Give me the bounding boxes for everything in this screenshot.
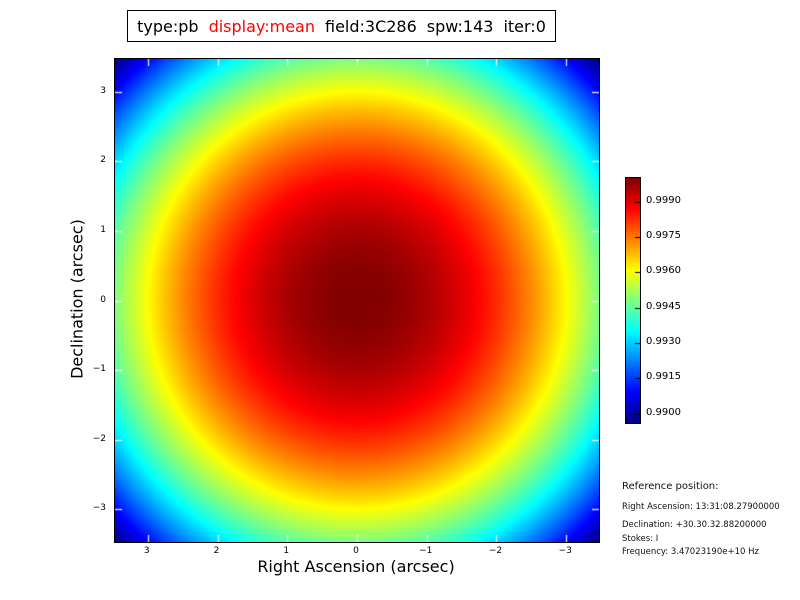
title-segment: iter:0 (503, 16, 546, 36)
title-segment: display:mean (208, 16, 315, 36)
y-tick-label: −3 (92, 503, 106, 514)
x-axis-label: Right Ascension (arcsec) (257, 557, 455, 576)
colorbar-tick-label: 0.9915 (646, 371, 681, 383)
reference-frequency: Frequency: 3.47023190e+10 Hz (622, 547, 759, 557)
colorbar-tick-label: 0.9975 (646, 229, 681, 241)
title-segment: type:pb (137, 16, 199, 36)
x-tick-label: 2 (213, 546, 220, 556)
colorbar-tick-label: 0.9960 (646, 265, 681, 277)
colorbar-gradient (626, 178, 640, 423)
y-tick-label: 0 (100, 294, 106, 305)
colorbar-tick-label: 0.9930 (646, 335, 681, 347)
y-tick-label: −2 (92, 433, 106, 444)
title-segment: field:3C286 (324, 16, 417, 36)
reference-heading: Reference position: (622, 481, 719, 492)
y-axis-label: Declination (arcsec) (67, 219, 87, 379)
plot-frame (114, 58, 600, 543)
plot-title-box: type:pb display:mean field:3C286 spw:143 ite… (127, 10, 556, 42)
beam-heatmap (115, 59, 599, 542)
x-tick-label: 3 (143, 546, 150, 556)
x-tick-label: 1 (283, 546, 290, 556)
reference-stokes: Stokes: I (622, 534, 659, 544)
x-tick-label: −1 (419, 546, 433, 556)
colorbar-tick-label: 0.9900 (646, 406, 681, 418)
y-tick-label: 1 (100, 224, 106, 235)
x-tick-label: 0 (353, 546, 359, 556)
x-tick-label: −2 (488, 546, 503, 556)
x-tick-label: −3 (558, 546, 572, 556)
y-tick-label: −1 (92, 364, 106, 375)
y-tick-label: 3 (100, 85, 106, 96)
y-tick-label: 2 (100, 155, 106, 166)
reference-declination: Declination: +30.30.32.88200000 (622, 520, 767, 530)
reference-right-ascension: Right Ascension: 13:31:08.27900000 (622, 502, 780, 512)
colorbar (625, 177, 641, 424)
title-segment: spw:143 (426, 16, 494, 36)
colorbar-tick-label: 0.9945 (646, 300, 681, 312)
colorbar-tick-label: 0.9990 (646, 194, 681, 206)
